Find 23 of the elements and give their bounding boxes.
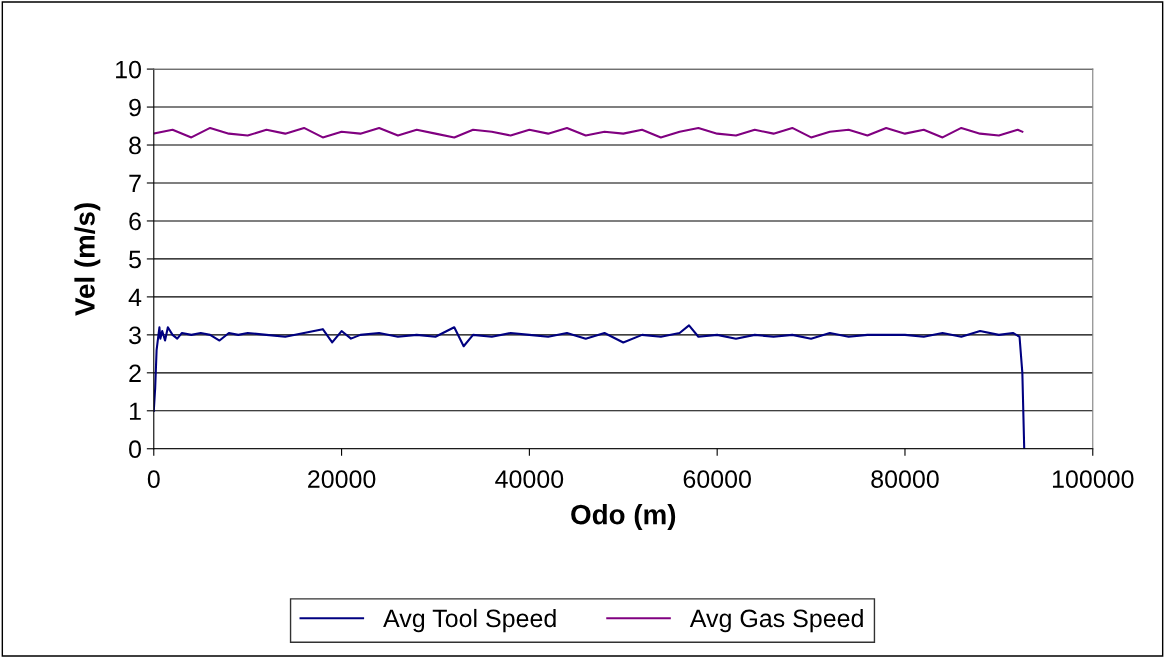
y-tick-label: 2	[129, 364, 141, 382]
legend-label: Avg Gas Speed	[689, 608, 863, 633]
x-tick-label: 100000	[1052, 470, 1134, 488]
legend-label: Avg Tool Speed	[383, 608, 556, 633]
x-tick-label: 60000	[683, 470, 751, 488]
line-series	[153, 324, 1026, 449]
y-tick-label: 1	[129, 402, 141, 420]
x-axis-title: Odo (m)	[571, 504, 676, 530]
x-tick-label: 80000	[871, 470, 939, 488]
x-tick-label: 40000	[495, 470, 564, 488]
y-tick-label: 8	[129, 136, 141, 155]
y-tick-label: 9	[129, 98, 141, 117]
y-tick-label: 5	[129, 250, 141, 269]
x-tick-label: 20000	[308, 470, 376, 488]
y-tick-label: 4	[128, 288, 142, 306]
y-axis-title: Vel (m/s)	[74, 203, 101, 316]
y-tick-label: 0	[129, 440, 141, 459]
line-series	[153, 126, 1024, 139]
y-tick-label: 7	[129, 174, 141, 193]
y-tick-label: 3	[129, 326, 141, 345]
x-tick-label: 0	[147, 470, 160, 488]
y-tick-label: 10	[116, 60, 141, 79]
y-tick-label: 6	[129, 212, 141, 231]
